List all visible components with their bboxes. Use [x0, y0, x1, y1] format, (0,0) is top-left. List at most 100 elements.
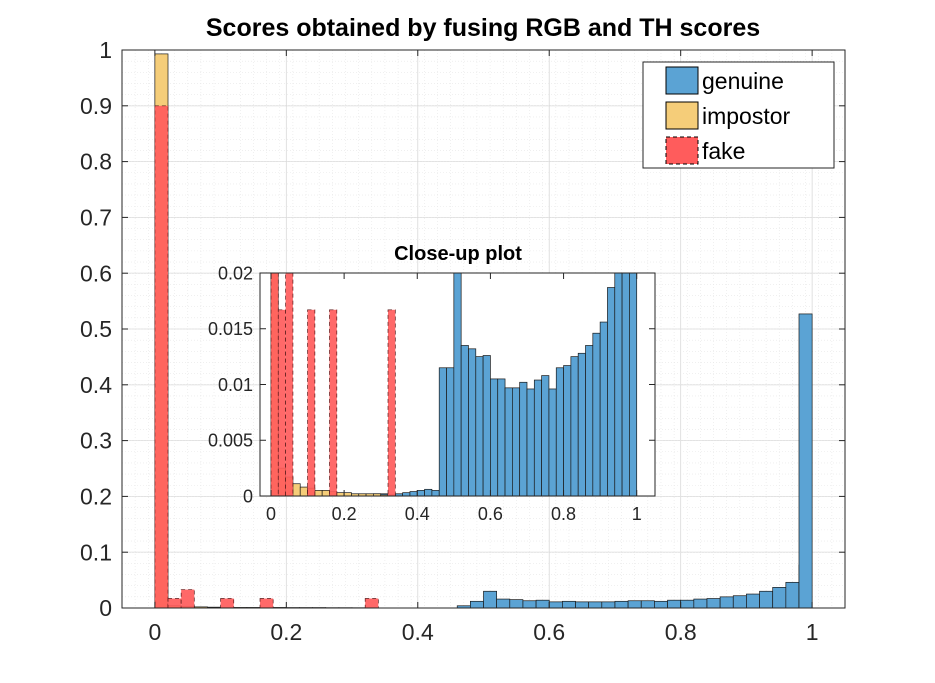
bar-genuine: [535, 599, 550, 609]
bar-genuine: [640, 600, 655, 609]
bar-impostor: [314, 490, 323, 497]
legend-swatch-genuine: [665, 66, 699, 95]
bar-impostor: [292, 483, 301, 497]
x-tick-label: 0.6: [533, 619, 565, 645]
bar-genuine: [453, 272, 462, 497]
bar-fake: [259, 598, 274, 609]
main-ticks: 0 0.2 0.4 0.6 0.8 100.10.20.30.40.50.60.70.80…: [80, 37, 845, 645]
y-tick-label: 0.9: [80, 93, 112, 119]
x-tick-label: 1: [632, 504, 642, 524]
y-tick-label: 0.4: [80, 372, 112, 398]
y-tick-label: 0: [243, 486, 253, 506]
bar-genuine: [654, 600, 668, 609]
legend-swatch-fake: [665, 136, 699, 165]
bar-genuine: [607, 287, 616, 497]
bar-genuine: [424, 488, 433, 497]
bar-genuine: [460, 345, 469, 497]
y-tick-label: 0.015: [208, 319, 253, 339]
y-tick-label: 0.2: [80, 483, 112, 509]
bar-genuine: [629, 272, 638, 497]
x-tick-label: 0: [266, 504, 276, 524]
bar-genuine: [409, 491, 418, 497]
bar-genuine: [512, 387, 521, 497]
bar-genuine: [548, 388, 557, 497]
bar-genuine: [614, 600, 629, 609]
bar-genuine: [402, 492, 411, 497]
bar-genuine: [446, 367, 455, 497]
bar-genuine: [627, 600, 642, 609]
x-tick-label: 0.8: [551, 504, 576, 524]
bar-genuine: [490, 378, 499, 497]
bar-genuine: [526, 388, 535, 497]
bar-fake: [180, 589, 195, 609]
bar-genuine: [541, 375, 550, 497]
bar-genuine: [475, 356, 484, 497]
bar-genuine: [621, 272, 630, 497]
bar-genuine: [563, 365, 572, 497]
y-tick-label: 0.3: [80, 428, 112, 454]
bar-fake: [364, 598, 379, 609]
bar-fake: [167, 598, 182, 609]
bar-fake: [277, 309, 286, 497]
y-tick-label: 1: [99, 37, 112, 63]
bar-genuine: [468, 348, 477, 497]
main-title: Scores obtained by fusing RGB and TH sco…: [206, 14, 760, 42]
bar-genuine: [555, 367, 564, 497]
inset-title: Close-up plot: [394, 243, 522, 265]
bar-genuine: [533, 379, 542, 497]
bar-genuine: [470, 600, 484, 609]
bar-genuine: [483, 590, 497, 609]
inset-axes: 0 0.2 0.4 0.6 0.8 1 0 0.005 0.01 0.015 0.02 Close-…: [208, 243, 656, 524]
bar-genuine: [575, 601, 590, 609]
y-tick-label: 0: [99, 595, 112, 621]
bar-genuine: [614, 272, 623, 497]
bar-fake: [270, 272, 279, 497]
bar-genuine: [732, 595, 747, 609]
bar-genuine: [522, 600, 537, 609]
bar-genuine: [482, 355, 491, 497]
bar-genuine: [693, 598, 708, 609]
bar-genuine: [785, 581, 800, 609]
bar-genuine: [759, 590, 774, 609]
inset-bars: [270, 272, 638, 497]
legend: genuine impostor fake: [642, 61, 835, 169]
bar-genuine: [519, 381, 528, 497]
bar-impostor: [343, 492, 352, 497]
y-tick-label: 0.7: [80, 204, 112, 230]
x-tick-label: 0.4: [402, 619, 434, 645]
bar-fake: [307, 309, 316, 497]
bar-genuine: [509, 599, 524, 609]
series-genuine: [321, 272, 638, 497]
bar-genuine: [680, 599, 695, 609]
bar-genuine: [496, 598, 511, 609]
y-tick-label: 0.005: [208, 431, 253, 451]
bar-genuine: [416, 490, 425, 497]
bar-genuine: [497, 378, 506, 497]
bar-genuine: [585, 345, 594, 497]
bar-genuine: [548, 601, 563, 609]
bar-genuine-peak: [798, 313, 813, 609]
bar-genuine: [719, 596, 734, 609]
bar-genuine: [562, 600, 576, 609]
x-tick-label: 0.6: [478, 504, 503, 524]
inset-ticks: 0 0.2 0.4 0.6 0.8 1 0 0.005 0.01 0.015 0.02: [208, 263, 655, 524]
bar-genuine: [667, 599, 682, 609]
y-tick-label: 0.8: [80, 149, 112, 175]
bar-genuine: [746, 593, 760, 609]
legend-swatch-impostor: [665, 101, 699, 130]
y-tick-label: 0.1: [80, 539, 112, 565]
bar-genuine: [438, 367, 447, 497]
bar-genuine: [431, 490, 440, 497]
x-tick-label: 1: [806, 619, 819, 645]
y-tick-label: 0.01: [218, 375, 253, 395]
y-tick-label: 0.5: [80, 316, 112, 342]
bar-genuine: [601, 601, 616, 609]
x-tick-label: 0.8: [665, 619, 697, 645]
x-tick-label: 0.4: [405, 504, 430, 524]
legend-label-fake: fake: [702, 138, 745, 164]
bar-genuine: [570, 356, 579, 497]
bar-fake: [387, 309, 396, 497]
legend-label-genuine: genuine: [702, 68, 784, 94]
bar-genuine: [577, 352, 586, 497]
